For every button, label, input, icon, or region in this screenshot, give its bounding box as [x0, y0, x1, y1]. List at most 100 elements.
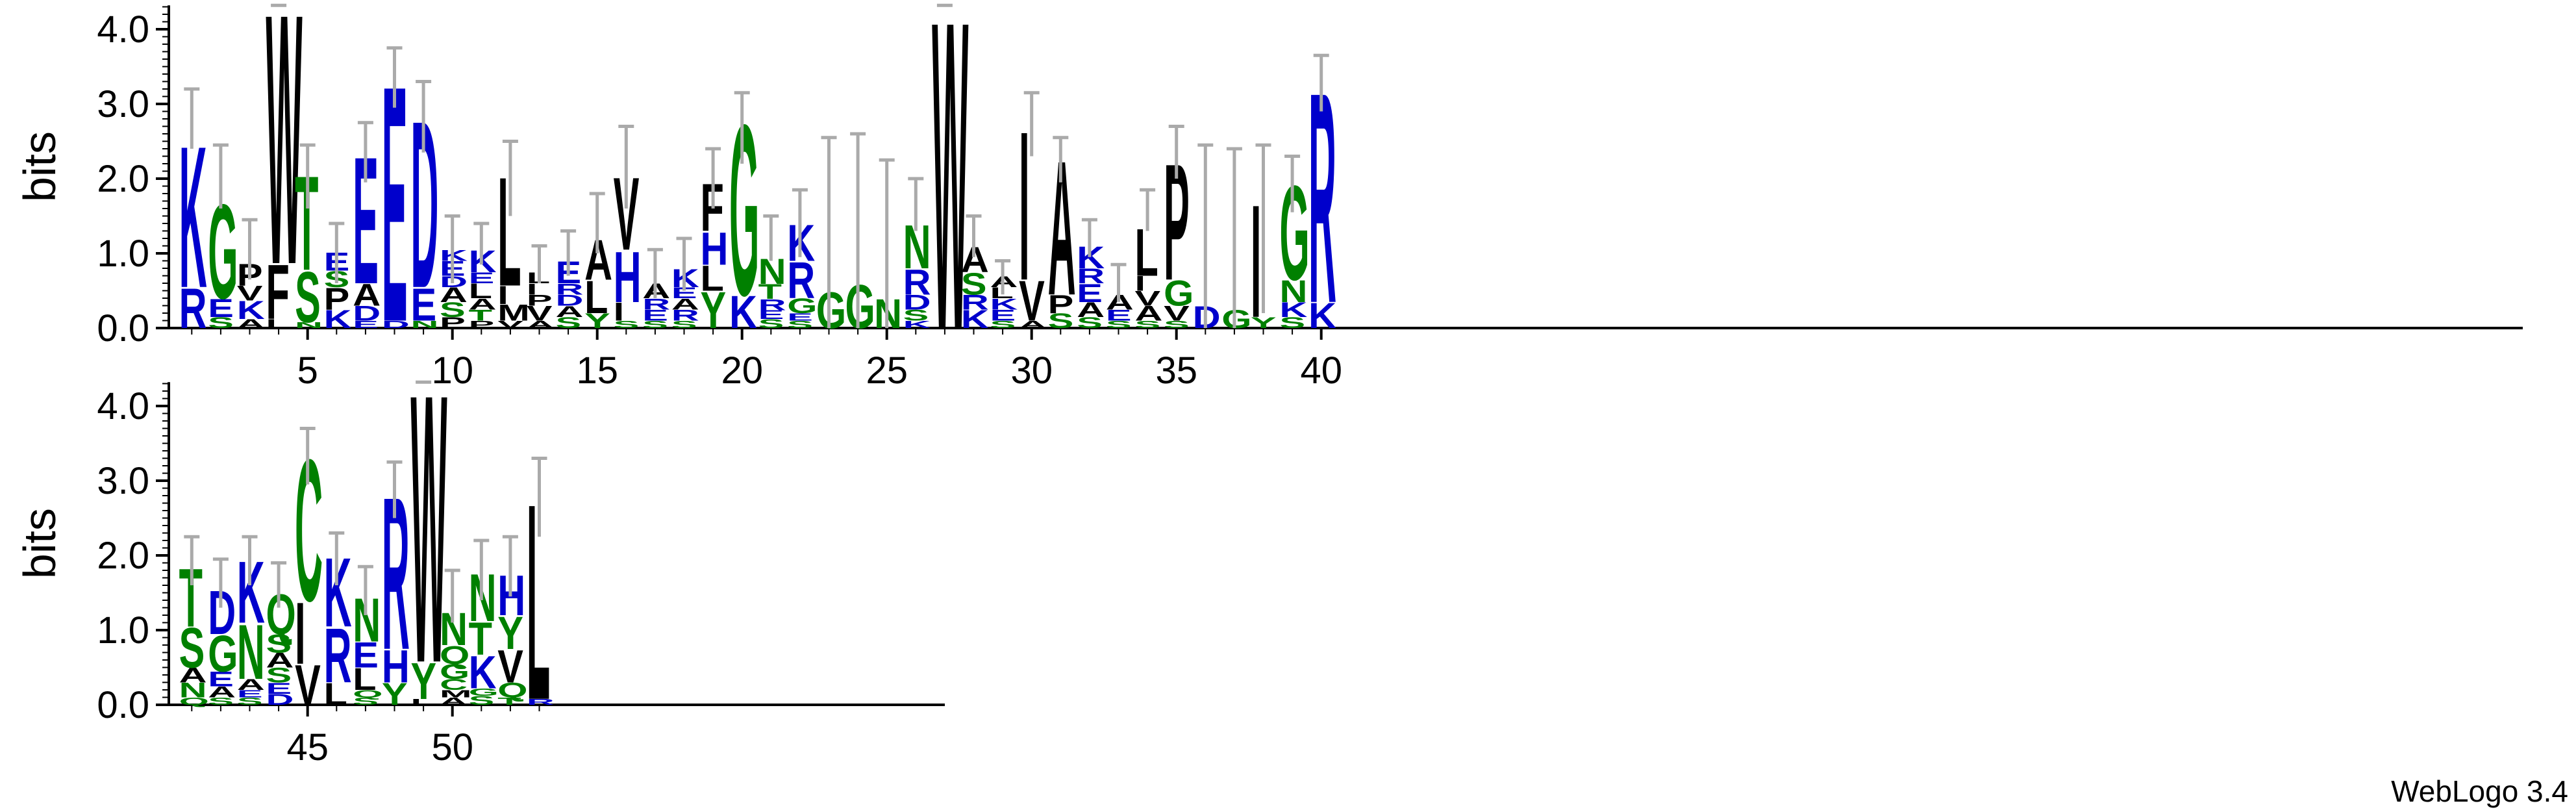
logo-letter: K: [903, 319, 932, 331]
logo-letter: A: [527, 319, 555, 331]
logo-letter: I: [614, 297, 625, 326]
logo-letter: A: [440, 696, 468, 707]
logo-letter: L: [353, 662, 376, 696]
logo-letter: A: [1019, 319, 1047, 331]
logo-letter: A: [237, 317, 265, 331]
logo-letter: I: [266, 317, 277, 331]
logo-letter: S: [295, 257, 321, 338]
logo-letter: A: [353, 278, 381, 312]
logo-letter: Q: [497, 679, 527, 702]
logo-letter: P: [469, 319, 495, 331]
logo-letter: G: [1279, 159, 1309, 309]
y-axis-title: bits: [14, 131, 65, 202]
logo-letter: G: [1164, 273, 1194, 314]
logo-letter: A: [237, 676, 265, 693]
logo-letter: E: [208, 293, 234, 322]
logo-letter: R: [179, 276, 207, 340]
logo-letter: G: [208, 177, 238, 327]
logo-letter: N: [237, 609, 265, 696]
logo-letter: L: [700, 259, 723, 299]
x-tick-label: 10: [431, 349, 473, 392]
logo-letter: W: [410, 315, 447, 744]
logo-letter: M: [497, 301, 530, 326]
x-tick-label: 30: [1010, 349, 1053, 392]
logo-letter: L: [469, 280, 492, 303]
logo-letter: A: [671, 296, 699, 313]
y-tick-label: 1.0: [97, 609, 149, 652]
logo-letter: T: [469, 613, 492, 665]
logo-letter: V: [1134, 287, 1160, 310]
logo-letter: R: [527, 698, 555, 707]
y-tick-label: 1.0: [97, 233, 149, 275]
logo-letter: V: [237, 282, 263, 305]
logo-letter: R: [671, 307, 699, 324]
logo-letter: D: [353, 302, 381, 325]
logo-letter: L: [584, 271, 608, 324]
logo-letter: S: [208, 696, 234, 707]
logo-letter: H: [614, 236, 642, 318]
x-tick-label: 35: [1155, 349, 1197, 392]
logo-letter: R: [903, 262, 931, 303]
x-tick-label: 20: [721, 349, 763, 392]
logo-letter: V: [295, 653, 321, 717]
logo-letter: L: [410, 698, 434, 707]
logo-letter: T: [469, 307, 493, 324]
x-tick-label: 5: [297, 349, 318, 392]
logo-letter: V: [497, 640, 523, 692]
logo-letter: E: [642, 307, 668, 324]
logo-letter: A: [266, 649, 294, 672]
logo-letter: I: [497, 281, 508, 310]
logo-letter: F: [266, 249, 289, 336]
logo-letter: T: [497, 696, 521, 707]
logo-letter: V: [1019, 269, 1045, 333]
logo-letter: D: [382, 319, 410, 331]
logo-letter: R: [758, 296, 786, 314]
logo-letter: N: [1279, 274, 1307, 309]
logo-letter: W: [266, 0, 303, 340]
logo-letter: E: [410, 278, 436, 331]
logo-letter: E: [758, 308, 784, 322]
logo-letter: R: [1077, 265, 1105, 288]
logo-letter: S: [787, 319, 813, 331]
logo-letter: Q: [353, 689, 382, 700]
y-tick-label: 2.0: [97, 158, 149, 200]
logo-letter: S: [758, 317, 784, 331]
logo-letter: A: [1134, 302, 1162, 325]
logo-letter: W: [932, 0, 969, 422]
logo-letter: N: [179, 679, 207, 702]
logo-letter: Y: [497, 606, 523, 659]
logo-letter: V: [1164, 302, 1190, 325]
logo-letter: Y: [700, 281, 726, 339]
logo-letter: S: [642, 319, 668, 331]
logo-letter: E: [208, 668, 234, 691]
logo-letter: A: [208, 683, 236, 701]
logo-letter: Q: [440, 640, 469, 669]
logo-letter: S: [440, 299, 466, 322]
logo-letter: S: [903, 307, 929, 324]
y-tick-label: 0.0: [97, 307, 149, 349]
logo-letter: K: [324, 305, 352, 334]
logo-letter: H: [382, 640, 410, 692]
logo-letter: D: [903, 291, 931, 314]
x-tick-label: 25: [866, 349, 908, 392]
logo-letter: S: [1077, 314, 1103, 331]
logo-letter: S: [237, 696, 263, 707]
logo-letter: S: [179, 616, 205, 679]
logo-letter: R: [787, 251, 815, 309]
logo-letter: E: [990, 307, 1016, 324]
logo-letter: E: [353, 319, 379, 331]
logo-letter: K: [990, 296, 1018, 313]
logo-letter: G: [440, 661, 469, 683]
logo-letter: E: [1077, 278, 1103, 307]
logo-letter: S: [961, 267, 987, 301]
logo-letter: S: [1279, 314, 1305, 331]
logo-letter: S: [671, 319, 697, 331]
logo-letter: K: [237, 296, 265, 325]
logo-letter: S: [469, 694, 495, 707]
logo-letter: A: [179, 664, 207, 687]
logo-letter: S: [1134, 319, 1160, 331]
y-tick-label: 4.0: [97, 385, 149, 427]
logo-letter: Y: [410, 652, 436, 710]
